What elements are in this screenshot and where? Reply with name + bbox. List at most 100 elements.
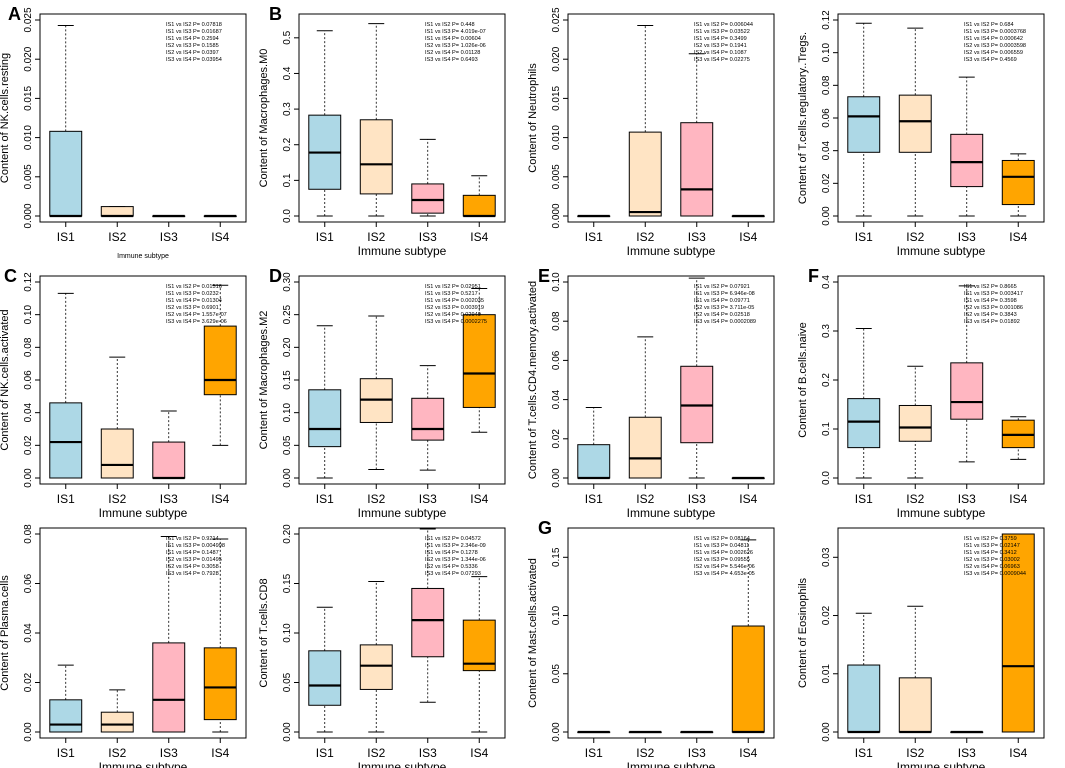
x-tick-label: IS1 [585, 230, 603, 244]
box-iqr [950, 133, 984, 188]
x-tick-label: IS2 [108, 746, 126, 760]
y-tick-label: 0.00 [821, 722, 832, 742]
box-IS2: IS2 [898, 365, 932, 506]
y-tick-label: 0.04 [821, 140, 832, 160]
stat-line: IS1 vs IS4 P= 0.00604 [425, 36, 481, 42]
box-iqr [950, 362, 984, 420]
stat-line: IS2 vs IS4 P= 0.3058 [166, 564, 219, 570]
box-iqr [628, 416, 662, 479]
box-IS4: IS4 [203, 214, 237, 244]
x-tick-label: IS4 [211, 492, 229, 506]
box-IS4: IS4 [462, 288, 496, 506]
y-tick-label: 0.00 [282, 722, 293, 742]
box-IS3: IS3 [950, 285, 984, 506]
box-IS4: IS4 [203, 538, 237, 760]
box-iqr [49, 130, 83, 217]
plot-frame [567, 275, 775, 485]
x-tick-label: IS4 [739, 492, 757, 506]
plot-frame [39, 13, 247, 223]
stat-line: IS1 vs IS4 P= 0.1278 [425, 550, 478, 556]
box-iqr [49, 402, 83, 479]
y-tick-label: 0.005 [551, 164, 562, 189]
box-IS1: IS1 [847, 22, 881, 244]
box-iqr [462, 619, 496, 672]
stat-line: IS2 vs IS4 P= 0.02949 [425, 312, 481, 318]
y-axis-label: Content of B.cells.naive [797, 322, 809, 438]
box-IS2: IS2 [359, 23, 393, 244]
y-tick-label: 0.1 [282, 173, 293, 187]
box-iqr [847, 398, 881, 449]
box-iqr [898, 404, 932, 442]
box-iqr [203, 647, 237, 721]
x-axis-label: Immune subtype [358, 760, 447, 768]
panel-2: 0.0 0.1 0.2 0.3 0.4 0.5 Content of Macrophages… [258, 4, 506, 258]
y-tick-label: 0.10 [23, 304, 34, 324]
y-tick-label: 0.10 [821, 42, 832, 62]
box-iqr [100, 711, 134, 733]
x-tick-label: IS1 [316, 746, 334, 760]
y-tick-label: 0.12 [23, 272, 34, 292]
stat-line: IS1 vs IS2 P= 0.006044 [694, 22, 753, 28]
y-tick-label: 0.02 [23, 672, 34, 692]
stat-line: IS1 vs IS4 P= 0.2594 [166, 36, 219, 42]
panel-3: 0.000 0.005 0.010 0.015 0.020 0.025 Content of… [527, 7, 775, 258]
stat-line: IS3 vs IS4 P= 0.0009044 [964, 571, 1026, 577]
stat-line: IS3 vs IS4 P= 3.629e-06 [166, 319, 227, 325]
y-tick-label: 0.05 [282, 435, 293, 455]
x-tick-label: IS3 [419, 492, 437, 506]
stat-line: IS1 vs IS3 P= 0.0003768 [964, 29, 1026, 35]
box-IS2: IS2 [628, 24, 662, 244]
x-tick-label: IS3 [160, 230, 178, 244]
y-tick-label: 0.2 [282, 137, 293, 151]
y-tick-label: 0.04 [23, 402, 34, 422]
box-iqr [1001, 159, 1035, 206]
y-axis-label: Content of Eosinophils [797, 577, 809, 688]
stat-line: IS1 vs IS3 P= 6.946e-08 [694, 291, 755, 297]
box-IS1: IS1 [847, 328, 881, 506]
stat-line: IS1 vs IS3 P= 0.5217 [425, 291, 478, 297]
x-tick-label: IS3 [688, 492, 706, 506]
stat-line: IS1 vs IS4 P= 0.1487 [166, 550, 219, 556]
stat-line: IS3 vs IS4 P= 0.01892 [964, 319, 1020, 325]
y-tick-label: 0.06 [551, 350, 562, 370]
box-IS4: IS4 [1001, 153, 1035, 244]
box-IS3: IS3 [950, 76, 984, 244]
box-iqr [308, 650, 342, 706]
stat-line: IS2 vs IS3 P= 0.6901 [166, 305, 219, 311]
panel-label: C [4, 266, 17, 286]
y-tick-label: 0.0 [282, 209, 293, 223]
stat-line: IS3 vs IS4 P= 0.6493 [425, 57, 478, 63]
stat-line: IS1 vs IS4 P= 0.3412 [964, 550, 1017, 556]
x-tick-label: IS3 [419, 746, 437, 760]
y-axis-label: Content of Macrophages.M0 [258, 49, 270, 188]
box-IS1: IS1 [49, 664, 83, 760]
x-tick-label: IS1 [316, 492, 334, 506]
y-tick-label: 0.06 [821, 108, 832, 128]
y-tick-label: 0.02 [821, 605, 832, 625]
stat-line: IS1 vs IS2 P= 0.02951 [425, 284, 481, 290]
y-tick-label: 0.00 [23, 722, 34, 742]
stat-line: IS3 vs IS4 P= 0.4569 [964, 57, 1017, 63]
x-tick-label: IS3 [688, 230, 706, 244]
y-tick-label: 0.08 [551, 311, 562, 331]
stat-line: IS1 vs IS3 P= 0.03522 [694, 29, 750, 35]
stat-line: IS2 vs IS4 P= 0.02518 [694, 312, 750, 318]
stat-line: IS1 vs IS2 P= 0.448 [425, 22, 475, 28]
box-iqr [1001, 533, 1035, 733]
stat-line: IS1 vs IS3 P= 2.346e-09 [425, 543, 486, 549]
box-iqr [359, 644, 393, 690]
y-tick-label: 0.1 [821, 422, 832, 436]
y-axis-label: Content of T.cells.regulatory..Tregs. [797, 32, 809, 204]
box-IS3: IS3 [411, 528, 445, 760]
x-tick-label: IS2 [108, 230, 126, 244]
box-iqr [308, 389, 342, 448]
x-axis-label: Immune subtype [627, 244, 716, 258]
stat-line: IS2 vs IS3 P= 3.711e-05 [694, 305, 754, 311]
x-axis-label: Immune subtype [897, 506, 986, 520]
stat-line: IS1 vs IS4 P= 0.09771 [694, 298, 750, 304]
panel-label: G [538, 518, 552, 538]
y-tick-label: 0.00 [282, 468, 293, 488]
y-tick-label: 0.00 [821, 206, 832, 226]
x-tick-label: IS3 [160, 492, 178, 506]
